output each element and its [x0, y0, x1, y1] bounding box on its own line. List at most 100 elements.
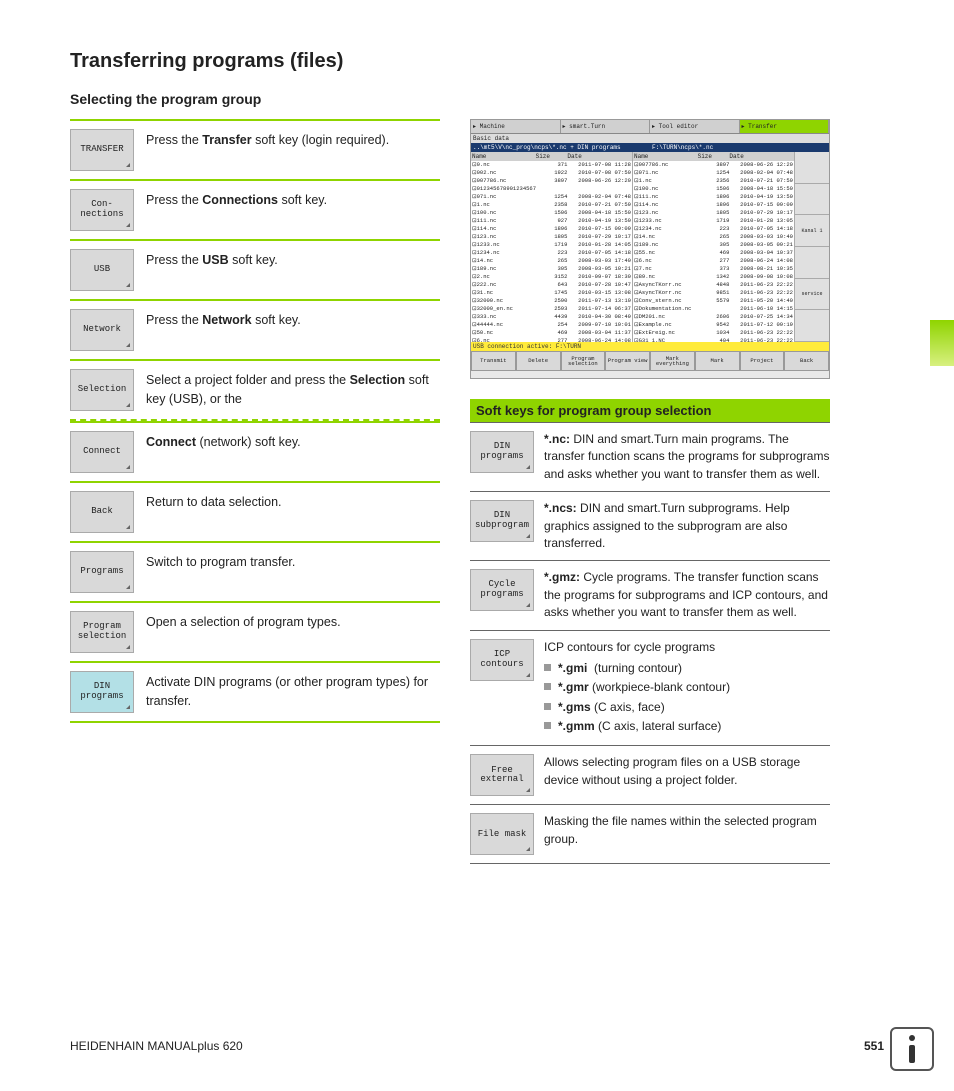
- ss-footer-button[interactable]: Program view: [605, 351, 650, 371]
- ss-file-row[interactable]: ⊡AsyncTKorr.nc48482011-06-23 22:22: [633, 281, 794, 289]
- ss-file-row[interactable]: ⊡G31_1.NC4042011-06-23 22:22: [633, 337, 794, 342]
- step-text: Return to data selection.: [146, 491, 282, 533]
- softkey-programs[interactable]: Programs: [70, 551, 134, 593]
- softkey-description: Allows selecting program files on a USB …: [544, 754, 830, 796]
- ss-file-row[interactable]: ⊡114.nc18962010-07-15 09:09: [633, 201, 794, 209]
- ss-file-row[interactable]: ⊡1.nc23582010-07-21 07:59: [471, 201, 632, 209]
- ss-footer-button[interactable]: Back: [784, 351, 829, 371]
- ss-side-button[interactable]: [795, 152, 829, 184]
- ss-file-row[interactable]: ⊡2.nc31522010-09-07 18:30: [471, 273, 632, 281]
- transfer-screenshot: ▸ Machine▸ smart.Turn▸ Tool editor▸ Tran…: [470, 119, 830, 379]
- ss-file-row[interactable]: ⊡7.nc3732008-08-21 10:35: [633, 265, 794, 273]
- ss-file-row[interactable]: ⊡01234567890123456789012345678901234567.…: [471, 185, 632, 193]
- side-tab: 8.3 Transfer: [918, 52, 954, 362]
- softkey-transfer[interactable]: TRANSFER: [70, 129, 134, 171]
- ss-file-row[interactable]: ⊡071.nc12542008-02-04 07:48: [633, 169, 794, 177]
- ss-sidebar: Kanal 1 service: [795, 152, 829, 342]
- step-text: Switch to program transfer.: [146, 551, 295, 593]
- ss-file-row[interactable]: ⊡333.nc44392010-04-30 08:49: [471, 313, 632, 321]
- ss-tab[interactable]: ▸ smart.Turn: [561, 120, 651, 133]
- step-text: Select a project folder and press the Se…: [146, 369, 440, 411]
- ss-side-button[interactable]: [795, 184, 829, 216]
- step-text: Press the USB soft key.: [146, 249, 278, 291]
- ss-file-row[interactable]: ⊡100.nc15062008-04-18 15:50: [633, 185, 794, 193]
- ss-file-row[interactable]: ⊡111.nc9272010-04-19 13:50: [471, 217, 632, 225]
- ss-file-row[interactable]: ⊡007786.nc38972008-06-26 12:20: [471, 177, 632, 185]
- ss-file-row[interactable]: ⊡1234.nc2232010-07-05 14:18: [633, 225, 794, 233]
- ss-file-row[interactable]: ⊡1233.nc17192010-01-28 13:05: [633, 217, 794, 225]
- ss-footer-button[interactable]: Program selection: [561, 351, 606, 371]
- softkey-back[interactable]: Back: [70, 491, 134, 533]
- ss-file-row[interactable]: ⊡6.nc2772008-06-24 14:08: [633, 257, 794, 265]
- ss-path-left: ..\mt5\V\nc_prog\ncps\*.nc + DIN program…: [471, 143, 650, 152]
- ss-file-row[interactable]: ⊡55.nc4692008-03-04 10:37: [633, 249, 794, 257]
- softkey-file-mask[interactable]: File mask: [470, 813, 534, 855]
- softkey-connect[interactable]: Connect: [70, 431, 134, 473]
- ss-file-row[interactable]: ⊡007786.nc38972008-06-26 12:20: [633, 161, 794, 169]
- softkey-description: ICP contours for cycle programs*.gmi (tu…: [544, 639, 730, 738]
- ss-file-row[interactable]: ⊡50.nc4692008-03-04 11:37: [471, 329, 632, 337]
- ss-side-button[interactable]: [795, 310, 829, 342]
- ss-file-row[interactable]: ⊡44444.nc2542009-07-10 10:01: [471, 321, 632, 329]
- ss-file-row[interactable]: ⊡DM201.nc26062010-07-25 14:34: [633, 313, 794, 321]
- ss-file-row[interactable]: ⊡1.nc23562010-07-21 07:59: [633, 177, 794, 185]
- ss-file-row[interactable]: ⊡114.nc18962010-07-15 09:09: [471, 225, 632, 233]
- ss-file-row[interactable]: ⊡Conv_stern.nc55792011-05-20 14:40: [633, 297, 794, 305]
- ss-file-row[interactable]: ⊡14.nc2652008-03-03 17:40: [471, 257, 632, 265]
- ss-footer-button[interactable]: Project: [740, 351, 785, 371]
- ss-file-row[interactable]: ⊡ExtEreig.nc10342011-06-23 22:22: [633, 329, 794, 337]
- step-text: Press the Network soft key.: [146, 309, 301, 351]
- softkey-din-programs[interactable]: DINprograms: [470, 431, 534, 473]
- ss-file-row[interactable]: ⊡AsyncTKorr.nc98512011-06-23 22:22: [633, 289, 794, 297]
- softkey-din-programs[interactable]: DINprograms: [70, 671, 134, 713]
- ss-side-button[interactable]: Kanal 1: [795, 215, 829, 247]
- softkey-description: *.nc: DIN and smart.Turn main programs. …: [544, 431, 830, 483]
- ss-file-list[interactable]: NameSizeDate⊡007786.nc38972008-06-26 12:…: [633, 152, 795, 342]
- ss-tab[interactable]: ▸ Machine: [471, 120, 561, 133]
- ss-file-row[interactable]: ⊡071.nc12542008-02-04 07:48: [471, 193, 632, 201]
- ss-tab[interactable]: ▸ Transfer: [740, 120, 830, 133]
- softkey-free-external[interactable]: Freeexternal: [470, 754, 534, 796]
- ss-file-row[interactable]: ⊡100.nc15062008-04-18 15:50: [471, 209, 632, 217]
- step-text: Open a selection of program types.: [146, 611, 341, 653]
- ss-file-row[interactable]: ⊡123.nc18052010-07-29 10:17: [633, 209, 794, 217]
- ss-file-row[interactable]: ⊡Dokumentation.nc2011-06-10 14:15: [633, 305, 794, 313]
- ss-footer-button[interactable]: Mark: [695, 351, 740, 371]
- softkey-cycle-programs[interactable]: Cycleprograms: [470, 569, 534, 611]
- ss-file-row[interactable]: ⊡6.nc2772008-06-24 14:08: [471, 337, 632, 342]
- ss-file-row[interactable]: ⊡89.nc13422008-09-08 10:08: [633, 273, 794, 281]
- softkey-network[interactable]: Network: [70, 309, 134, 351]
- ss-footer-button[interactable]: Transmit: [471, 351, 516, 371]
- softkey-con-nections[interactable]: Con-nections: [70, 189, 134, 231]
- ss-file-row[interactable]: ⊡189.nc3052008-03-05 10:21: [471, 265, 632, 273]
- ss-file-row[interactable]: ⊡1234.nc2232010-07-05 14:18: [471, 249, 632, 257]
- ss-file-row[interactable]: ⊡002.nc19222010-07-08 07:50: [471, 169, 632, 177]
- ss-side-button[interactable]: [795, 247, 829, 279]
- ss-tab[interactable]: ▸ Tool editor: [650, 120, 740, 133]
- softkey-icp-contours[interactable]: ICPcontours: [470, 639, 534, 681]
- ss-footer-button[interactable]: Delete: [516, 351, 561, 371]
- ss-file-row[interactable]: ⊡111.nc18962010-04-19 13:50: [633, 193, 794, 201]
- softkey-program-selection[interactable]: Programselection: [70, 611, 134, 653]
- ss-file-row[interactable]: ⊡32000.nc25902011-07-13 13:10: [471, 297, 632, 305]
- step-text: Connect (network) soft key.: [146, 431, 301, 473]
- ss-file-row[interactable]: ⊡222.nc6432010-07-28 10:47: [471, 281, 632, 289]
- ss-file-row[interactable]: ⊡1233.nc17192010-01-28 14:05: [471, 241, 632, 249]
- ss-file-row[interactable]: ⊡32000_en.nc25932011-07-14 06:37: [471, 305, 632, 313]
- softkey-usb[interactable]: USB: [70, 249, 134, 291]
- softkey-din-subprogram[interactable]: DINsubprogram: [470, 500, 534, 542]
- softkey-description: *.gmz: Cycle programs. The transfer func…: [544, 569, 830, 621]
- ss-file-list[interactable]: NameSizeDate⊡0.nc3712011-07-08 11:28⊡002…: [471, 152, 633, 342]
- ss-footer-button[interactable]: Mark everything: [650, 351, 695, 371]
- ss-file-row[interactable]: ⊡123.nc18052010-07-29 10:17: [471, 233, 632, 241]
- ss-file-row[interactable]: ⊡31.nc17452010-03-15 13:08: [471, 289, 632, 297]
- footer-product: HEIDENHAIN MANUALplus 620: [70, 1039, 243, 1053]
- ss-path-right: F:\TURN\ncps\*.nc: [650, 143, 829, 152]
- ss-file-row[interactable]: ⊡14.nc2652008-03-03 10:40: [633, 233, 794, 241]
- info-icon: [890, 1027, 934, 1071]
- ss-file-row[interactable]: ⊡0.nc3712011-07-08 11:28: [471, 161, 632, 169]
- ss-file-row[interactable]: ⊡Example.nc95422011-07-12 09:19: [633, 321, 794, 329]
- ss-file-row[interactable]: ⊡189.nc3052008-03-05 09:21: [633, 241, 794, 249]
- softkey-selection[interactable]: Selection: [70, 369, 134, 411]
- ss-side-button[interactable]: service: [795, 279, 829, 311]
